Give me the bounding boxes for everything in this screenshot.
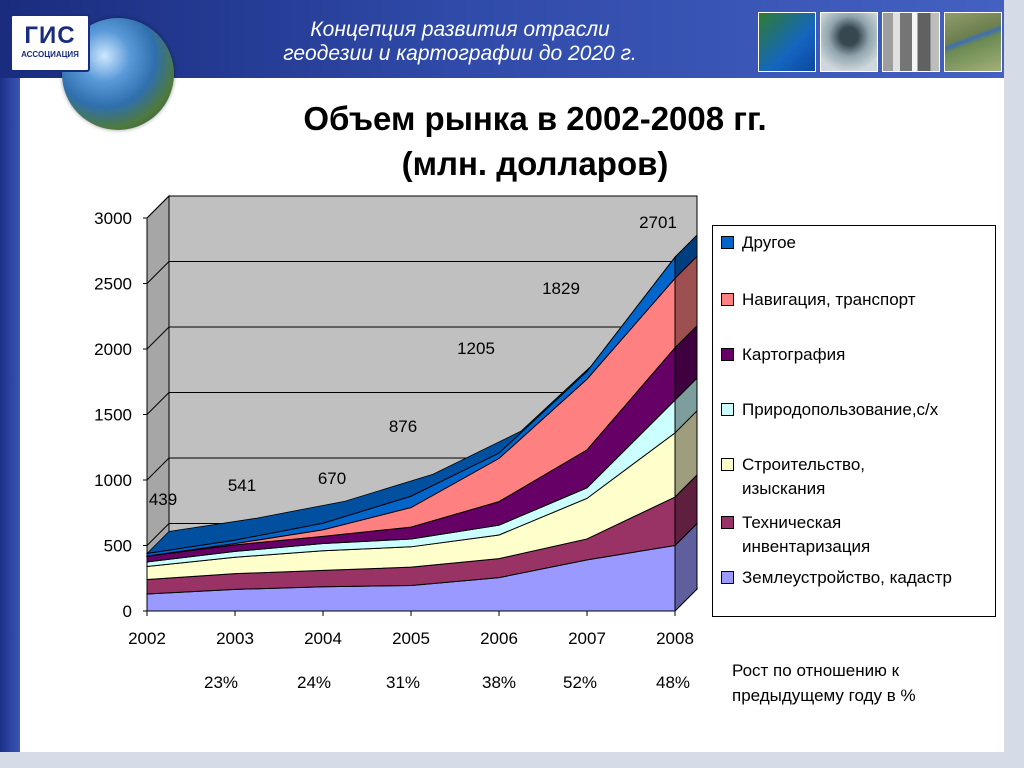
legend-swatch <box>721 571 734 584</box>
legend-swatch <box>721 516 734 529</box>
legend-item: Землеустройство, кадастр <box>721 566 952 590</box>
legend-item: Строительство, изыскания <box>721 453 865 501</box>
slide-frame-bottom <box>0 752 1024 768</box>
total-label: 1829 <box>542 279 580 298</box>
photo-satellite-map <box>944 12 1002 72</box>
banner-title: Концепция развития отрасли геодезии и ка… <box>230 18 690 66</box>
gridline-side <box>146 261 170 284</box>
x-tick-label: 2004 <box>304 629 342 648</box>
legend-item: Техническая инвентаризация <box>721 511 870 559</box>
banner-title-line-2: геодезии и картографии до 2020 г. <box>283 42 637 65</box>
legend-swatch <box>721 458 734 471</box>
x-tick-label: 2008 <box>656 629 694 648</box>
slide-title-line-1: Объем рынка в 2002-2008 гг. <box>303 100 767 137</box>
gridline-side <box>146 195 170 219</box>
legend-item: Природопользование,с/х <box>721 398 938 422</box>
logo-sub-text: АССОЦИАЦИЯ <box>21 50 79 59</box>
slide-frame-left <box>0 0 20 768</box>
legend-label: Другое <box>742 233 797 252</box>
y-tick-label: 2000 <box>94 340 132 359</box>
slide-title-line-2: (млн. долларов) <box>401 145 669 182</box>
y-tick-label: 1500 <box>94 406 132 425</box>
legend-label: Землеустройство, кадастр <box>742 568 953 587</box>
legend-swatch <box>721 403 734 416</box>
x-tick-label: 2007 <box>568 629 606 648</box>
gridline-side <box>146 523 170 546</box>
growth-label: 24% <box>297 673 331 692</box>
growth-note: Рост по отношению к предыдущему году в % <box>732 661 916 705</box>
legend-swatch <box>721 293 734 306</box>
gridline-side <box>146 326 170 350</box>
total-label: 2701 <box>639 213 677 232</box>
gridline-side <box>146 457 170 481</box>
total-label: 670 <box>318 469 346 488</box>
series-7-end-cap <box>674 233 698 280</box>
legend-label: Техническая инвентаризация <box>742 513 871 556</box>
y-tick-label: 0 <box>123 602 132 621</box>
x-tick-label: 2006 <box>480 629 518 648</box>
y-tick-label: 2500 <box>94 275 132 294</box>
header-banner: Концепция развития отрасли геодезии и ка… <box>0 0 1004 78</box>
photo-city-buildings <box>882 12 940 72</box>
y-tick-label: 3000 <box>94 209 132 228</box>
slide-title: Объем рынка в 2002-2008 гг. (млн. доллар… <box>190 96 880 186</box>
growth-label: 48% <box>656 673 690 692</box>
total-label: 876 <box>389 417 417 436</box>
gis-association-logo: ГИС АССОЦИАЦИЯ <box>10 14 90 72</box>
legend-label: Природопользование,с/х <box>742 400 939 419</box>
slide-frame-right <box>1004 0 1024 768</box>
banner-title-line-1: Концепция развития отрасли <box>310 18 610 41</box>
total-label: 1205 <box>457 339 495 358</box>
total-label: 439 <box>149 490 177 509</box>
x-tick-label: 2005 <box>392 629 430 648</box>
photo-total-station <box>820 12 878 72</box>
logo-main-text: ГИС <box>24 22 76 49</box>
legend-item: Другое <box>721 231 796 255</box>
legend-label: Строительство, изыскания <box>742 455 866 498</box>
growth-label: 38% <box>482 673 516 692</box>
x-tick-label: 2002 <box>128 629 166 648</box>
legend-label: Картография <box>742 345 846 364</box>
legend-swatch <box>721 348 734 361</box>
legend-item: Картография <box>721 343 845 367</box>
gridline-side <box>146 392 170 415</box>
y-tick-label: 1000 <box>94 471 132 490</box>
growth-label: 31% <box>386 673 420 692</box>
growth-label: 52% <box>563 673 597 692</box>
legend-item: Навигация, транспорт <box>721 288 916 312</box>
legend-swatch <box>721 236 734 249</box>
y-tick-label: 500 <box>104 537 132 556</box>
total-label: 541 <box>228 476 256 495</box>
x-tick-label: 2003 <box>216 629 254 648</box>
chart-legend: Другое Навигация, транспорт Картография При… <box>712 225 996 617</box>
legend-label: Навигация, транспорт <box>742 290 916 309</box>
photo-software-box <box>758 12 816 72</box>
growth-label: 23% <box>204 673 238 692</box>
